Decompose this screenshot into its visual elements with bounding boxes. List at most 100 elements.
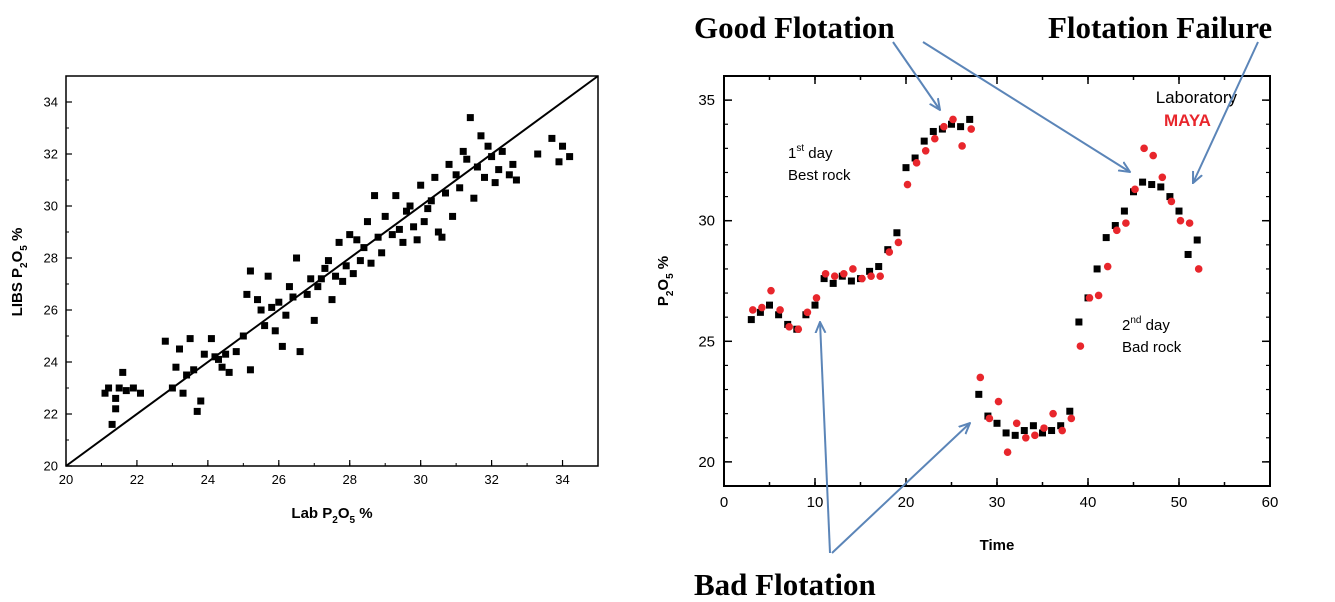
legend-laboratory: Laboratory (1156, 88, 1238, 107)
left-data-point (282, 311, 290, 319)
maya-point (1085, 294, 1094, 302)
left-data-point (434, 228, 442, 236)
laboratory-point (1048, 427, 1056, 435)
laboratory-point (929, 127, 937, 135)
left-data-point (161, 337, 169, 345)
right-y-tick-label: 25 (698, 333, 715, 350)
left-data-point (232, 348, 240, 356)
maya-point (849, 265, 857, 273)
left-data-point (243, 290, 251, 298)
arrow-bad-flotation-1 (820, 322, 831, 554)
maya-point (1031, 431, 1039, 440)
left-data-point (417, 181, 425, 189)
left-data-point (186, 335, 194, 343)
laboratory-point (1011, 431, 1019, 439)
annotation-best-rock: Best rock (788, 167, 851, 184)
maya-point (1176, 216, 1185, 225)
laboratory-point (866, 267, 874, 275)
maya-point (1149, 151, 1157, 160)
left-data-point (268, 303, 276, 311)
laboratory-point (1075, 318, 1083, 326)
laboratory-point (948, 120, 955, 128)
left-data-point (555, 158, 563, 166)
left-data-point (271, 327, 279, 335)
left-data-point (246, 366, 254, 374)
left-x-tick-label: 26 (272, 472, 286, 487)
left-data-point (441, 189, 449, 197)
left-x-tick-label: 20 (59, 472, 73, 487)
right-x-axis-title: Time (980, 537, 1015, 554)
left-data-point (413, 236, 421, 244)
maya-point (1194, 265, 1203, 273)
left-data-point (105, 384, 113, 392)
left-data-point (438, 233, 446, 241)
left-data-point (335, 238, 343, 246)
laboratory-point (847, 277, 855, 285)
maya-point (885, 248, 894, 256)
left-data-point (215, 355, 223, 363)
right-y-tick-label: 35 (698, 92, 715, 109)
laboratory-point (875, 263, 883, 271)
left-data-point (388, 231, 396, 239)
left-data-point (410, 223, 418, 231)
right-x-tick-label: 40 (1080, 494, 1097, 511)
laboratory-point (1039, 429, 1046, 437)
left-data-point (307, 275, 315, 283)
left-data-point (211, 353, 219, 361)
laboratory-point (1093, 265, 1101, 273)
maya-point (821, 269, 830, 278)
left-data-point (363, 218, 371, 226)
left-data-point (261, 322, 269, 330)
arrow-flotation-failure (1193, 41, 1259, 183)
maya-point (1067, 414, 1076, 423)
laboratory-point (1157, 183, 1165, 191)
left-data-point (332, 272, 340, 280)
laboratory-point (911, 154, 919, 162)
left-data-point (381, 212, 389, 220)
laboratory-point (893, 229, 901, 237)
left-data-point (473, 163, 481, 171)
maya-point (967, 125, 975, 133)
left-data-point (122, 387, 130, 395)
left-data-point (168, 384, 176, 392)
left-data-point (399, 238, 407, 246)
left-data-point (456, 184, 464, 192)
left-data-point (175, 345, 183, 353)
left-x-tick-label: 34 (555, 472, 569, 487)
left-y-tick-label: 22 (44, 407, 58, 422)
left-data-point (420, 218, 428, 226)
legend-maya: MAYA (1164, 111, 1211, 130)
left-data-point (101, 389, 109, 397)
left-y-tick-label: 32 (44, 147, 58, 162)
left-x-tick-label: 30 (413, 472, 427, 487)
left-data-point (534, 150, 542, 158)
left-data-point (296, 348, 304, 356)
maya-point (1113, 226, 1121, 235)
left-data-point (463, 155, 471, 163)
left-y-tick-label: 26 (44, 303, 58, 318)
left-data-point (505, 171, 513, 179)
left-data-point (481, 173, 489, 181)
right-y-axis-title: P2O5 % (655, 256, 676, 306)
maya-point (1185, 219, 1194, 227)
left-data-point (431, 173, 439, 181)
laboratory-point (1193, 236, 1201, 244)
maya-point (903, 180, 912, 189)
left-data-point (378, 249, 386, 257)
maya-point (1122, 219, 1130, 227)
left-data-point (190, 366, 198, 374)
left-data-point (289, 293, 297, 301)
laboratory-point (766, 301, 773, 309)
left-data-point (264, 272, 272, 280)
maya-point (1012, 419, 1021, 428)
left-data-points (101, 114, 574, 428)
left-data-point (314, 283, 322, 291)
maya-point (858, 274, 866, 283)
right-x-tick-label: 30 (989, 494, 1006, 511)
laboratory-point (756, 308, 764, 316)
left-data-point (342, 262, 350, 270)
left-data-point (353, 236, 361, 244)
left-data-point (246, 267, 254, 275)
left-data-point (285, 283, 293, 291)
left-data-point (491, 179, 499, 187)
